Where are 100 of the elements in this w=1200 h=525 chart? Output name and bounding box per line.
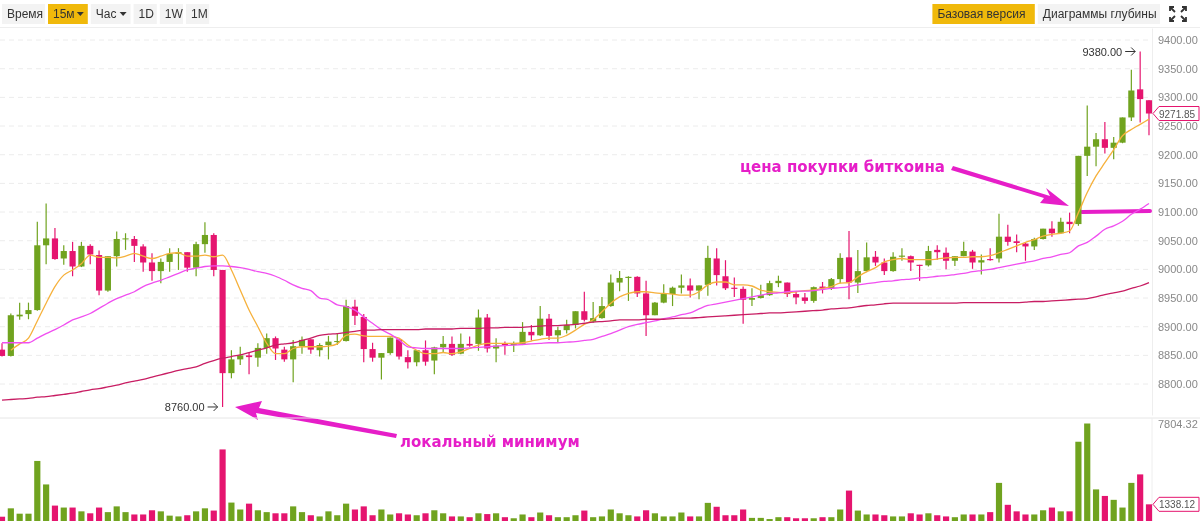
- bar: [387, 514, 394, 521]
- bar: [78, 511, 85, 521]
- bar: [643, 510, 650, 521]
- bar: [545, 515, 553, 521]
- bar: [1084, 423, 1091, 521]
- bar: [951, 517, 958, 521]
- candlestick: [801, 292, 808, 305]
- bar: [625, 515, 632, 521]
- candlestick: [687, 277, 694, 299]
- bar: [131, 514, 138, 521]
- bar: [175, 516, 182, 521]
- bar: [907, 513, 914, 521]
- y-tick-label: 9050.00: [1158, 234, 1198, 247]
- bar: [969, 514, 976, 521]
- annotation: 8760.00: [164, 400, 205, 413]
- candlestick: [166, 247, 173, 273]
- text: 1338.12: [1159, 499, 1196, 511]
- candlestick: [863, 241, 870, 273]
- candlestick: [201, 221, 209, 254]
- candlestick: [113, 230, 120, 268]
- candlestick: [1004, 224, 1011, 247]
- bar: [678, 512, 685, 521]
- y-tick-label: 9300.00: [1158, 91, 1198, 104]
- y-tick-label: 9250.00: [1158, 120, 1198, 133]
- bar: [245, 503, 253, 521]
- bar: [1092, 489, 1100, 521]
- bar: [713, 506, 720, 521]
- bar: [863, 514, 870, 521]
- candlestick: [1066, 212, 1073, 234]
- candlestick: [78, 241, 85, 268]
- bar: [801, 518, 808, 521]
- bar: [69, 507, 76, 521]
- bar: [537, 512, 544, 521]
- candlestick: [148, 252, 156, 282]
- bar: [784, 517, 791, 521]
- bar: [307, 515, 314, 521]
- bar: [748, 517, 756, 521]
- bar: [916, 514, 923, 521]
- y-tick-label: 8900.00: [1158, 320, 1198, 333]
- bar: [184, 515, 191, 521]
- candlestick: [193, 241, 200, 277]
- bar: [1066, 511, 1073, 521]
- bar: [1057, 511, 1064, 521]
- bar: [351, 509, 359, 521]
- text: 9271.85: [1159, 108, 1196, 120]
- bar: [298, 512, 306, 521]
- bar: [104, 512, 111, 521]
- bar: [890, 516, 897, 521]
- bar: [1101, 495, 1108, 521]
- bar: [934, 515, 941, 521]
- bar: [687, 516, 694, 521]
- line-series: [1, 281, 1150, 401]
- bar: [898, 516, 906, 521]
- candlestick: [157, 257, 164, 284]
- bar: [660, 516, 667, 521]
- bar: [484, 514, 491, 521]
- bar: [1137, 474, 1144, 521]
- bar: [995, 482, 1003, 521]
- bar: [87, 513, 94, 521]
- text: 1D: [138, 7, 155, 21]
- candlestick: [748, 287, 756, 307]
- y-tick-label: 8850.00: [1158, 349, 1198, 362]
- y-tick-label: 8950.00: [1158, 292, 1198, 305]
- y-tick-label: 9200.00: [1158, 148, 1198, 161]
- bar: [413, 515, 420, 521]
- text: 15м: [53, 7, 75, 21]
- bar: [810, 518, 817, 521]
- text: 1W: [164, 7, 184, 21]
- bar: [325, 511, 332, 521]
- bar: [157, 511, 164, 521]
- bar: [457, 516, 464, 521]
- bar: [616, 513, 623, 521]
- bar: [731, 515, 738, 521]
- candlestick: [678, 273, 685, 295]
- candlestick: [184, 251, 191, 273]
- bar: [7, 508, 14, 521]
- bar: [281, 513, 288, 521]
- bar: [828, 517, 835, 521]
- bar: [634, 516, 641, 521]
- candlestick: [51, 227, 59, 261]
- bar: [16, 513, 23, 521]
- bar: [872, 514, 879, 521]
- candlestick: [325, 335, 332, 360]
- candlestick: [245, 351, 253, 375]
- bar: [166, 515, 173, 521]
- annotation: 9380.00: [1082, 45, 1123, 58]
- bar: [34, 460, 41, 521]
- bar: [448, 516, 456, 521]
- bar: [263, 512, 270, 521]
- bar: [572, 515, 579, 521]
- bar: [140, 514, 147, 521]
- bar: [95, 507, 103, 521]
- y-tick-label: 9350.00: [1158, 62, 1198, 75]
- bar: [775, 517, 782, 521]
- candlestick: [625, 275, 632, 302]
- bar: [51, 505, 59, 521]
- candlestick: [669, 285, 676, 307]
- bar: [510, 518, 517, 521]
- bar: [519, 514, 526, 521]
- bar: [722, 515, 729, 521]
